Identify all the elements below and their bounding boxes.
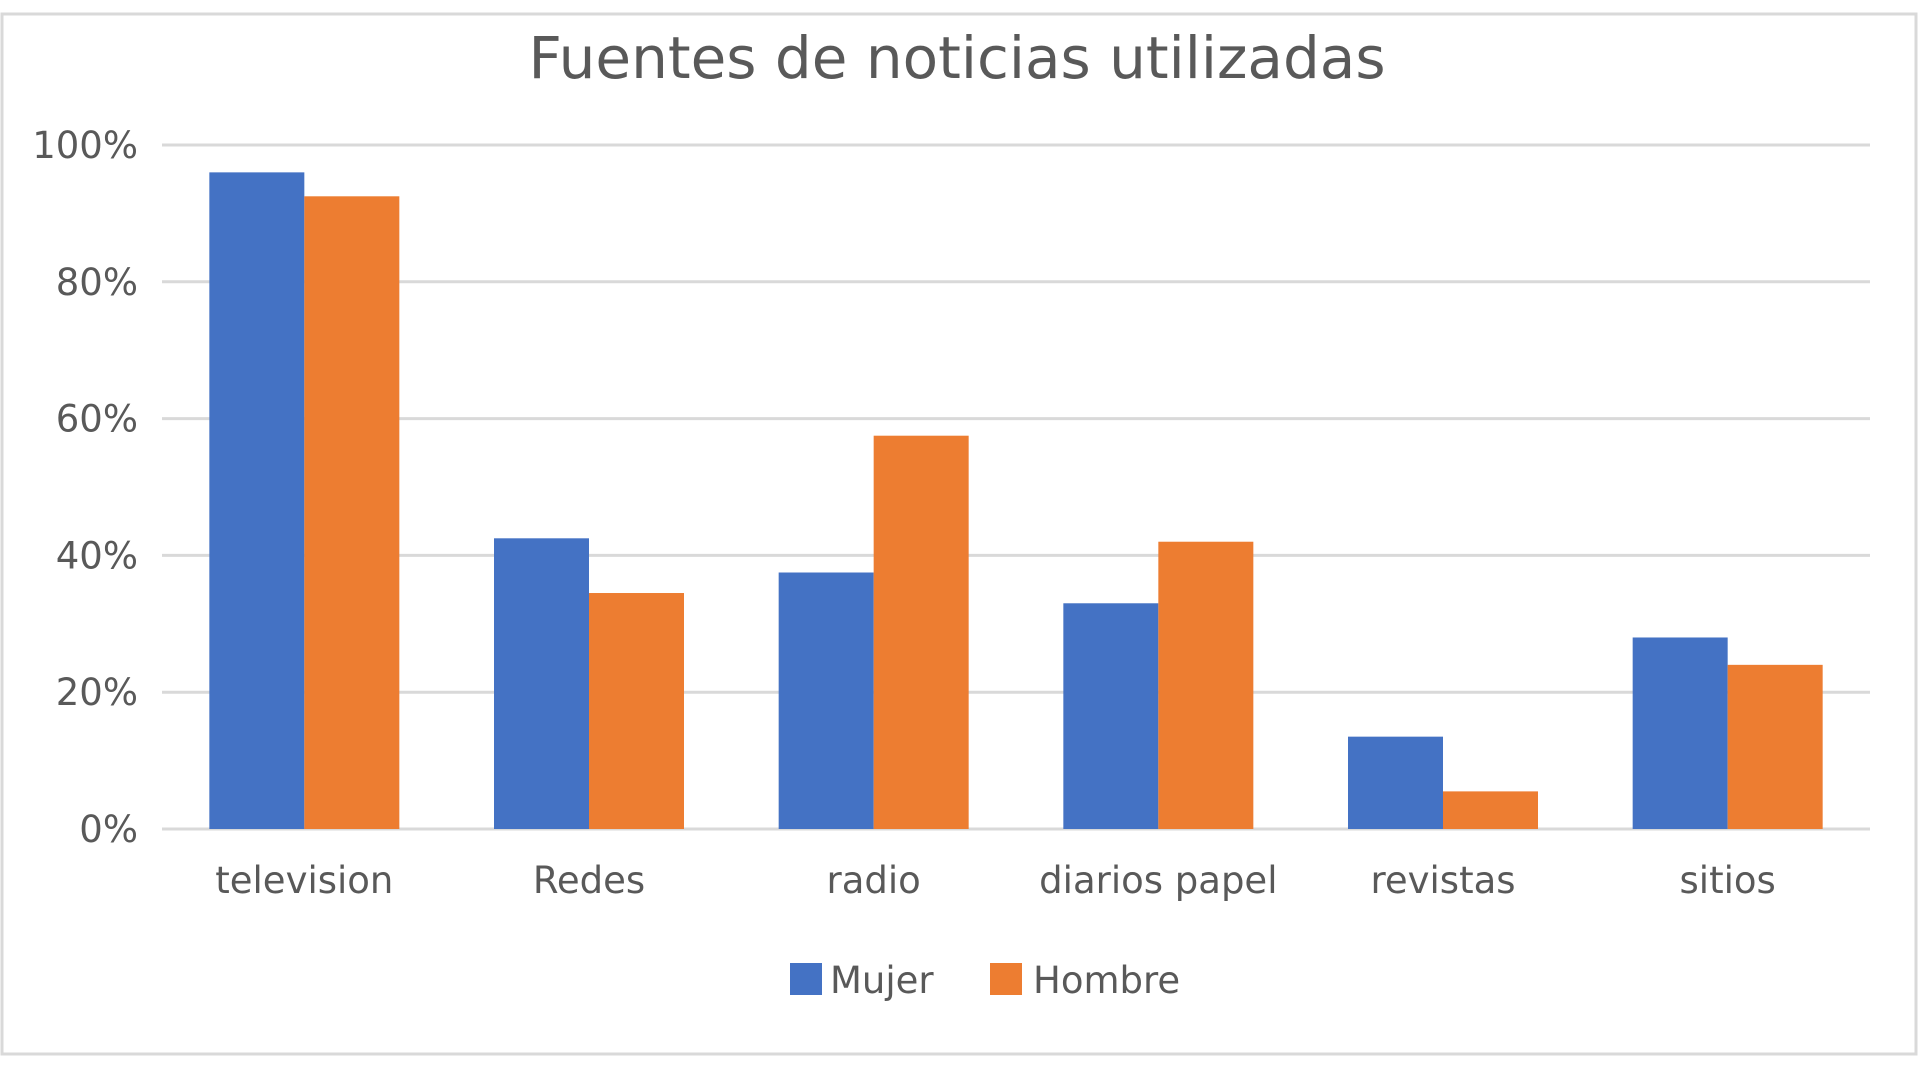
bar-mujer-sitios [1632,637,1728,829]
legend-label-hombre: Hombre [1033,959,1180,1002]
legend-swatch-mujer [790,963,822,995]
x-tick-label: television [215,859,393,902]
bar-hombre-diarios-papel [1158,541,1254,829]
bars [209,172,1823,830]
y-tick-label: 0% [79,808,138,851]
x-tick-label: revistas [1370,859,1515,902]
bar-mujer-redes [494,538,589,829]
x-tick-label: diarios papel [1039,859,1277,902]
y-tick-label: 80% [56,261,138,304]
legend-label-mujer: Mujer [830,959,934,1002]
x-tick-label: radio [827,859,921,902]
x-axis-tick-labels: television Redes radio diarios papel revista… [215,859,1776,902]
legend-swatch-hombre [990,963,1022,995]
bar-hombre-revistas [1443,791,1538,829]
y-axis-tick-labels: 0% 20% 40% 60% 80% 100% [32,124,138,851]
legend: Mujer Hombre [790,959,1180,1002]
y-tick-label: 100% [32,124,138,167]
chart-title: Fuentes de noticias utilizadas [528,24,1385,92]
bar-hombre-redes [589,593,684,829]
x-tick-label: sitios [1680,859,1776,902]
x-tick-label: Redes [533,859,645,902]
y-tick-label: 40% [56,534,138,577]
bar-mujer-radio [778,572,874,829]
bar-mujer-diarios-papel [1063,603,1159,829]
gridlines [162,143,1870,831]
bar-mujer-television [209,172,305,830]
y-tick-label: 20% [56,671,138,714]
bar-mujer-revistas [1348,736,1443,829]
y-tick-label: 60% [56,398,138,441]
bar-hombre-sitios [1727,664,1823,829]
bar-hombre-television [304,196,400,830]
bar-hombre-radio [873,435,969,829]
